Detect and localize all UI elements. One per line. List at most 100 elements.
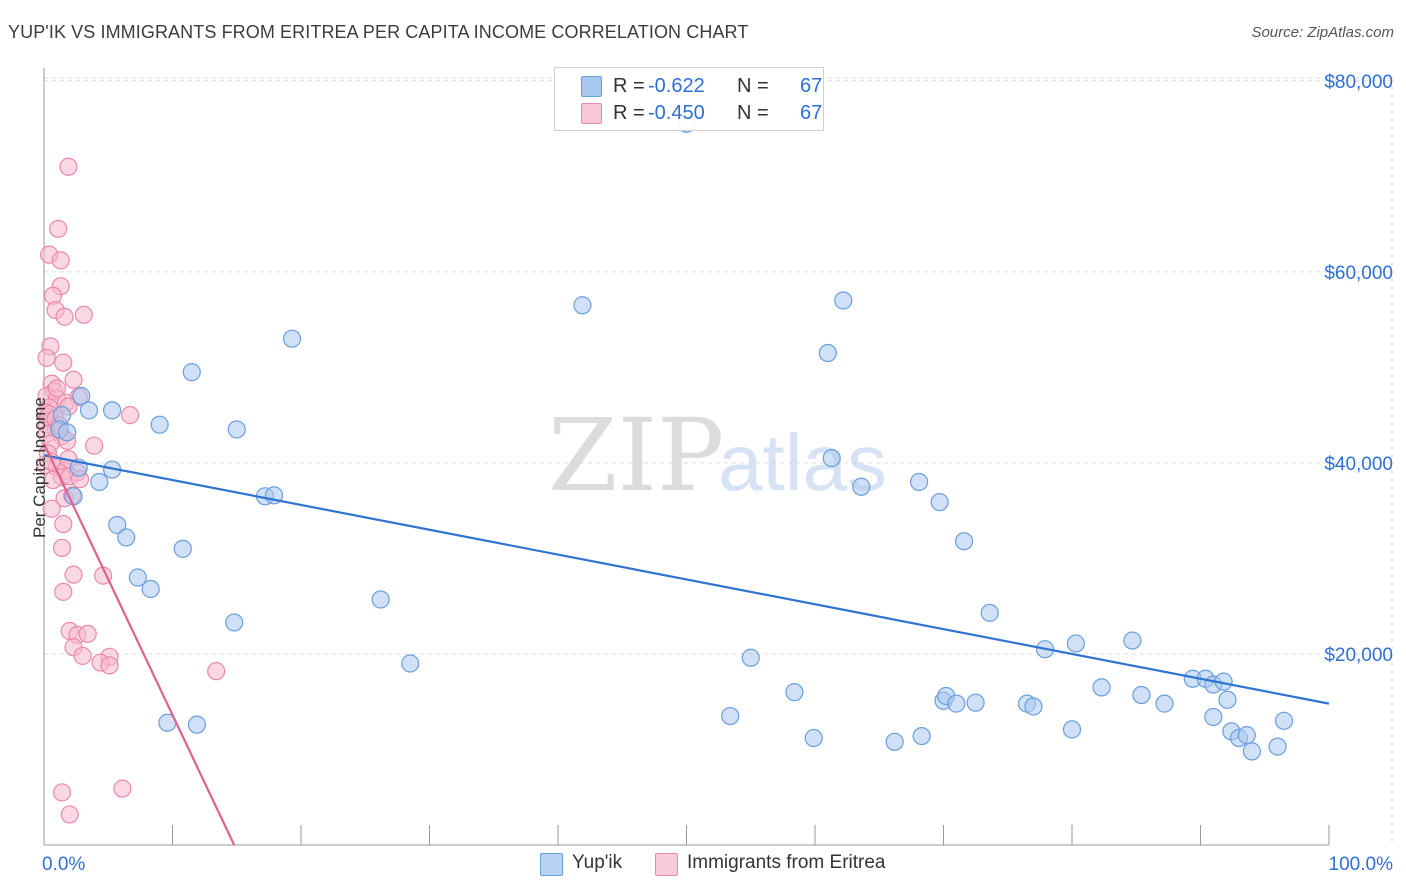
data-point-eritrea bbox=[113, 779, 132, 798]
data-point-yupik bbox=[72, 386, 91, 406]
data-point-yupik bbox=[173, 539, 192, 558]
data-point-yupik bbox=[282, 329, 302, 348]
data-point-eritrea bbox=[51, 251, 70, 270]
data-point-yupik bbox=[117, 528, 136, 547]
data-point-yupik bbox=[818, 343, 837, 363]
x-tick-label: 0.0% bbox=[42, 854, 85, 875]
data-point-eritrea bbox=[74, 305, 93, 324]
data-point-yupik bbox=[90, 472, 109, 492]
y-tick-label: $80,000 bbox=[1324, 72, 1393, 93]
y-tick-label: $40,000 bbox=[1324, 454, 1393, 475]
watermark: ZIP atlas bbox=[548, 397, 887, 514]
data-point-yupik bbox=[947, 694, 966, 713]
trend-line-yupik bbox=[43, 454, 1330, 705]
data-point-eritrea bbox=[120, 406, 140, 425]
legend-n-label: N = bbox=[737, 75, 769, 97]
data-point-eritrea bbox=[42, 499, 61, 518]
data-point-yupik bbox=[225, 613, 244, 632]
data-point-yupik bbox=[980, 603, 999, 622]
data-point-yupik bbox=[573, 296, 592, 315]
data-point-yupik bbox=[371, 590, 390, 609]
data-point-yupik bbox=[852, 477, 871, 496]
data-point-eritrea bbox=[78, 624, 97, 643]
data-point-eritrea bbox=[54, 353, 73, 372]
x-tick-label: 100.0% bbox=[1329, 854, 1394, 875]
data-point-yupik bbox=[1274, 711, 1294, 730]
y-tick-label: $60,000 bbox=[1324, 263, 1393, 284]
data-point-yupik bbox=[1062, 720, 1082, 739]
data-point-yupik bbox=[834, 291, 853, 310]
data-point-yupik bbox=[1237, 726, 1256, 745]
data-point-yupik bbox=[1092, 678, 1111, 697]
legend-r-value: -0.450 bbox=[648, 102, 705, 124]
trend-line-eritrea bbox=[43, 443, 236, 846]
correlation-legend: R = -0.622 N = 67 R = -0.450 N = 67 bbox=[554, 67, 824, 131]
data-point-yupik bbox=[930, 492, 949, 512]
legend-r-value: -0.622 bbox=[648, 75, 705, 97]
data-point-eritrea bbox=[54, 582, 73, 601]
data-point-yupik bbox=[1123, 631, 1142, 650]
watermark-zip: ZIP bbox=[548, 397, 724, 514]
data-point-yupik bbox=[785, 683, 804, 702]
legend-n-label: N = bbox=[737, 102, 769, 124]
data-point-yupik bbox=[885, 732, 904, 751]
data-point-eritrea bbox=[52, 538, 72, 558]
data-point-yupik bbox=[1024, 697, 1043, 716]
legend-swatch-pink bbox=[581, 103, 602, 124]
legend-label-yupik: Yup'ik bbox=[572, 852, 623, 873]
legend-swatch-pink bbox=[655, 853, 678, 876]
data-point-yupik bbox=[64, 487, 83, 506]
data-point-eritrea bbox=[73, 646, 92, 665]
data-point-eritrea bbox=[37, 348, 56, 367]
data-point-yupik bbox=[721, 706, 740, 726]
data-point-yupik bbox=[401, 654, 420, 673]
legend-n-value: 67 bbox=[800, 102, 823, 124]
data-point-yupik bbox=[227, 420, 246, 439]
data-point-eritrea bbox=[64, 370, 83, 389]
data-point-yupik bbox=[1204, 707, 1223, 727]
data-point-yupik bbox=[1242, 742, 1262, 761]
legend-swatch-blue bbox=[581, 76, 602, 97]
tick-labels: $20,000 $40,000 $60,000 $80,000 0.0% 100.0% bbox=[42, 72, 1393, 875]
data-point-eritrea bbox=[59, 157, 78, 176]
data-point-yupik bbox=[804, 728, 823, 748]
legend-r-label: R = bbox=[613, 75, 645, 97]
data-point-eritrea bbox=[60, 805, 79, 824]
data-point-yupik bbox=[966, 693, 985, 712]
series-legend: Yup'ik Immigrants from Eritrea bbox=[0, 852, 1406, 876]
legend-n-value: 67 bbox=[800, 75, 823, 97]
data-point-yupik bbox=[822, 449, 841, 468]
legend-r-label: R = bbox=[613, 102, 645, 124]
data-point-eritrea bbox=[52, 783, 72, 802]
source-attribution: Source: ZipAtlas.com bbox=[1251, 24, 1394, 41]
data-point-yupik bbox=[1132, 685, 1151, 705]
data-point-yupik bbox=[182, 363, 201, 382]
data-point-eritrea bbox=[85, 436, 104, 455]
data-point-yupik bbox=[128, 568, 147, 587]
data-point-eritrea bbox=[64, 565, 83, 584]
data-point-eritrea bbox=[54, 514, 73, 534]
data-point-yupik bbox=[1066, 634, 1085, 653]
chart-title: YUP'IK VS IMMIGRANTS FROM ERITREA PER CA… bbox=[8, 22, 749, 42]
data-point-yupik bbox=[741, 648, 760, 667]
data-point-yupik bbox=[1155, 694, 1174, 713]
data-point-yupik bbox=[954, 532, 974, 551]
data-point-yupik bbox=[1268, 737, 1287, 756]
legend-swatch-blue bbox=[540, 853, 563, 876]
data-point-yupik bbox=[912, 726, 931, 746]
data-point-eritrea bbox=[47, 379, 66, 398]
data-point-yupik bbox=[108, 515, 127, 535]
data-point-yupik bbox=[79, 401, 99, 420]
data-point-yupik bbox=[103, 401, 122, 420]
data-point-eritrea bbox=[207, 662, 226, 681]
trend-lines bbox=[43, 443, 1330, 846]
data-point-yupik bbox=[909, 472, 929, 492]
legend-label-eritrea: Immigrants from Eritrea bbox=[687, 852, 886, 873]
data-point-yupik bbox=[150, 415, 169, 434]
y-tick-label: $20,000 bbox=[1324, 645, 1393, 666]
data-point-eritrea bbox=[100, 656, 119, 675]
data-point-eritrea bbox=[49, 219, 68, 238]
data-point-yupik bbox=[141, 579, 160, 599]
data-point-eritrea bbox=[55, 307, 74, 326]
